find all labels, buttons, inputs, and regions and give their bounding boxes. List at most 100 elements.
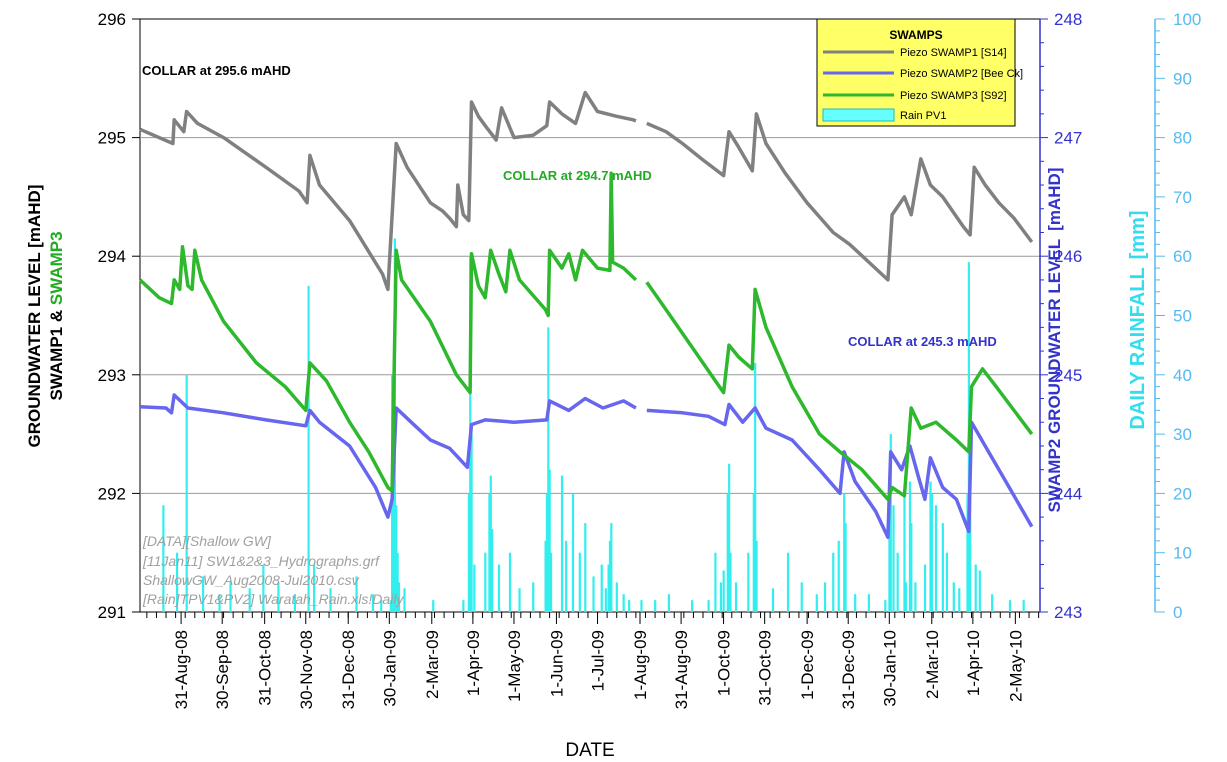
rain-bar bbox=[403, 588, 406, 612]
rain-bar bbox=[307, 285, 310, 612]
legend-swatch-rain bbox=[822, 108, 895, 122]
source-note-3: ShallowGW_Aug2008-Jul2010.csv bbox=[143, 572, 360, 588]
rain-bar bbox=[728, 463, 731, 612]
rain-bar bbox=[729, 552, 732, 612]
rain-axis-title: DAILY RAINFALL [mm] bbox=[1127, 210, 1149, 429]
x-axis-tick-label: 1-Apr-09 bbox=[464, 630, 483, 696]
rain-bar bbox=[815, 594, 818, 612]
rain-bar bbox=[312, 564, 316, 612]
x-axis-tick-label: 1-Apr-10 bbox=[964, 630, 983, 696]
rain-bar bbox=[929, 481, 932, 612]
rain-bar bbox=[578, 552, 581, 612]
rain-bar bbox=[549, 552, 553, 612]
x-axis-tick-label: 30-Jan-09 bbox=[380, 630, 399, 707]
rain-bar bbox=[867, 594, 870, 612]
rain-bar bbox=[489, 475, 492, 612]
rain-bar bbox=[958, 588, 961, 612]
source-note-1: [DATA][Shallow GW] bbox=[142, 533, 272, 549]
rain-bar bbox=[974, 564, 977, 612]
rain-bar bbox=[607, 564, 610, 612]
rain-bar bbox=[380, 600, 383, 612]
rain-bar bbox=[592, 576, 595, 612]
rain-axis-tick-label: 0 bbox=[1173, 603, 1182, 622]
rain-bar bbox=[560, 475, 564, 612]
rain-bar bbox=[934, 505, 938, 612]
rain-bar bbox=[966, 493, 969, 612]
rain-bar bbox=[854, 594, 857, 612]
x-axis-title: DATE bbox=[565, 740, 614, 761]
legend-label-swamp2: Piezo SWAMP2 [Bee Ck] bbox=[900, 68, 1023, 80]
right-axis-tick-label: 243 bbox=[1054, 603, 1082, 622]
rain-axis-tick-label: 100 bbox=[1173, 10, 1201, 29]
left-axis-tick-label: 291 bbox=[98, 603, 126, 622]
series-line-piezo-swamp2-bee-ck- bbox=[139, 393, 1034, 540]
rain-bar bbox=[914, 582, 917, 612]
x-axis: 31-Aug-08 30-Sep-08 31-Oct-08 30-Nov-08 31-D… bbox=[146, 612, 1040, 709]
x-axis-tick-label: 1-Dec-09 bbox=[798, 630, 817, 700]
x-axis-tick-label: 1-Jul-09 bbox=[589, 630, 608, 691]
rain-bar bbox=[608, 540, 612, 612]
rain-bar bbox=[329, 588, 332, 612]
rain-bar bbox=[470, 434, 473, 612]
rain-bar bbox=[1008, 600, 1012, 612]
rain-bar bbox=[584, 523, 587, 612]
x-axis-tick-label: 2-May-10 bbox=[1006, 630, 1025, 702]
rain-bar bbox=[691, 600, 694, 612]
rain-bar bbox=[467, 493, 470, 612]
rain-bar bbox=[396, 552, 399, 612]
x-axis-tick-label: 2-Mar-10 bbox=[923, 630, 942, 699]
rain-bar bbox=[843, 493, 846, 612]
rain-bar bbox=[889, 434, 892, 612]
left-axis: 291 292 293 294 295 296 bbox=[98, 10, 140, 622]
rain-bar bbox=[545, 493, 549, 612]
source-note-4: [Rain]TPV1&PV2] Waratah_Rain.xls!Daily bbox=[142, 591, 404, 607]
rain-bar bbox=[175, 552, 179, 612]
rain-bar bbox=[837, 540, 840, 612]
rain-bar bbox=[628, 600, 631, 612]
x-axis-tick-label: 31-Dec-09 bbox=[839, 630, 858, 709]
rain-bar bbox=[497, 564, 501, 612]
series-lines bbox=[138, 90, 1034, 540]
rain-axis-tick-label: 80 bbox=[1173, 129, 1192, 148]
legend-label-swamp1: Piezo SWAMP1 [S14] bbox=[900, 47, 1007, 59]
rain-bar bbox=[600, 564, 603, 612]
rain-bar bbox=[355, 576, 358, 612]
rain-bar bbox=[202, 576, 205, 612]
legend-title: SWAMPS bbox=[889, 28, 942, 42]
right-axis: 243 244 245 246 247 248 bbox=[1039, 10, 1082, 622]
x-axis-tick-label: 1-Oct-09 bbox=[715, 630, 734, 696]
rain-bar bbox=[397, 582, 401, 612]
rain-bar bbox=[508, 552, 512, 612]
rain-bar bbox=[484, 552, 487, 612]
rain-bar bbox=[823, 582, 827, 612]
rain-bar bbox=[395, 505, 398, 612]
right-axis-tick-label: 248 bbox=[1054, 10, 1082, 29]
rain-bar bbox=[432, 600, 435, 612]
rain-bar bbox=[908, 481, 912, 612]
rain-bar bbox=[293, 594, 296, 612]
rain-bar bbox=[532, 582, 535, 612]
legend: SWAMPS Piezo SWAMP1 [S14] Piezo SWAMP2 [… bbox=[816, 18, 1023, 127]
rain-axis: 0 10 20 30 40 50 60 70 80 90 100 bbox=[1154, 10, 1201, 622]
rain-bar bbox=[707, 600, 710, 612]
x-axis-tick-label: 30-Sep-08 bbox=[213, 630, 232, 709]
left-axis-title-swamp3: SWAMP3 bbox=[47, 231, 66, 305]
rain-bar bbox=[952, 582, 955, 612]
right-axis-tick-label: 245 bbox=[1054, 366, 1082, 385]
rain-bar bbox=[544, 540, 547, 612]
rain-bar bbox=[800, 582, 803, 612]
x-axis-tick-label: 1-Jun-09 bbox=[547, 630, 566, 697]
left-axis-tick-label: 296 bbox=[98, 10, 126, 29]
rain-bar bbox=[786, 552, 790, 612]
rain-bar bbox=[747, 552, 750, 612]
rain-bar bbox=[604, 588, 607, 612]
rain-bar bbox=[371, 594, 375, 612]
rain-axis-tick-label: 10 bbox=[1173, 544, 1192, 563]
legend-label-rain: Rain PV1 bbox=[900, 110, 946, 122]
x-axis-tick-label: 31-Oct-08 bbox=[256, 630, 275, 706]
legend-label-swamp3: Piezo SWAMP3 [S92] bbox=[900, 90, 1007, 102]
source-note-2: [11Jan11] SW1&2&3_Hydrographs.grf bbox=[142, 553, 381, 569]
right-axis-tick-label: 247 bbox=[1054, 129, 1082, 148]
rain-axis-tick-label: 90 bbox=[1173, 69, 1192, 88]
x-axis-tick-label: 31-Aug-08 bbox=[172, 630, 191, 709]
